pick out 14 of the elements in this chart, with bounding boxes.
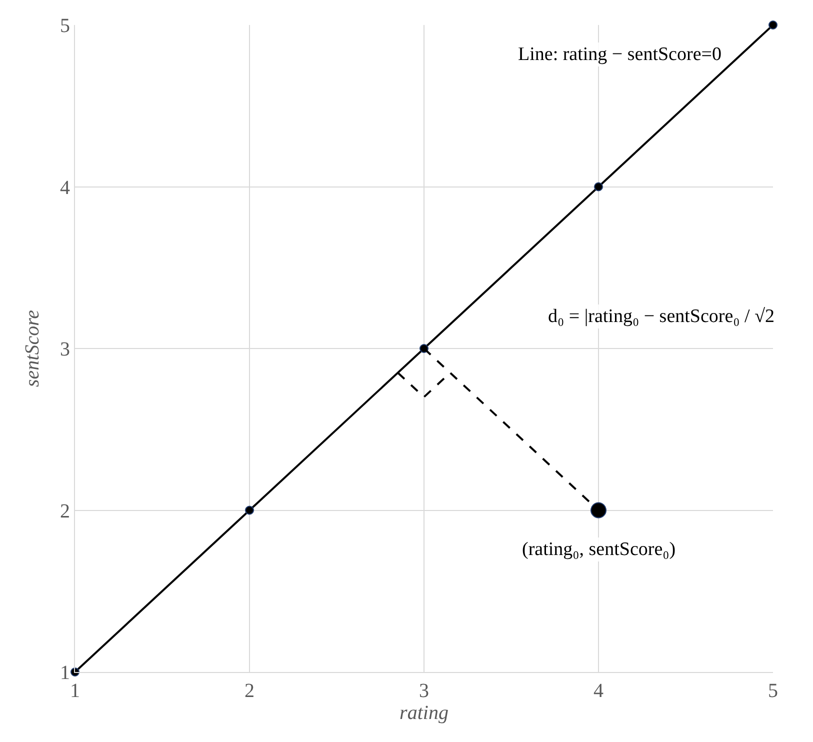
x-tick-label: 5 [768,680,778,702]
annotation: d₀ = |rating₀ − sentScore₀ / √2 [548,306,774,327]
y-tick-label: 3 [60,338,70,360]
y-axis-title: sentScore [22,310,44,388]
x-tick-label: 4 [594,680,604,702]
y-tick-label: 2 [60,500,70,522]
annotation: (rating₀, sentScore₀) [522,539,676,560]
y-tick-label: 1 [60,662,70,684]
x-tick-label: 3 [419,680,429,702]
annotation: Line: rating − sentScore=0 [518,44,722,65]
y-tick-label: 4 [60,176,70,199]
x-axis-title: rating [400,702,448,724]
x-tick-label: 2 [244,680,254,702]
y-tick-label: 5 [60,15,70,37]
